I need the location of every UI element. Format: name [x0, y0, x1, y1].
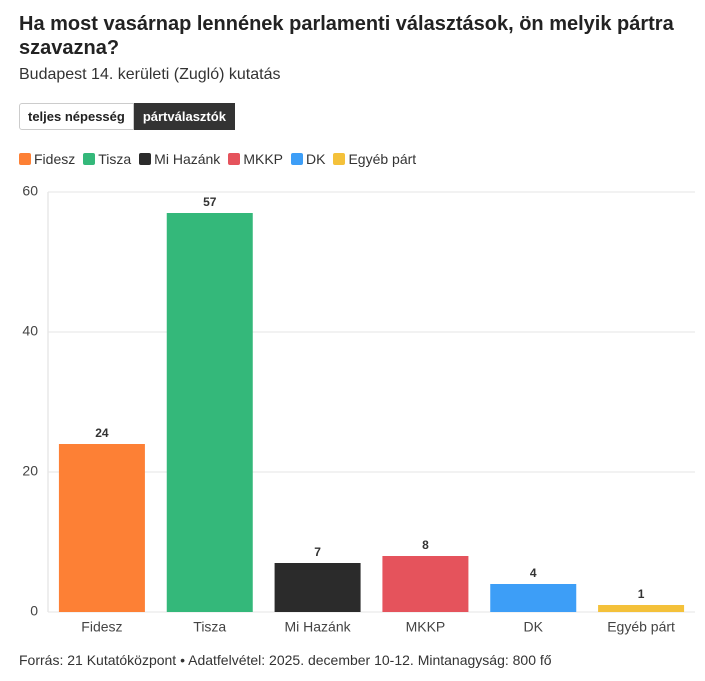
legend-item[interactable]: DK — [291, 151, 325, 167]
x-tick-label: Tisza — [193, 619, 226, 635]
legend: Fidesz Tisza Mi Hazánk MKKP DK Egyéb párt — [19, 151, 416, 167]
legend-item[interactable]: MKKP — [228, 151, 283, 167]
legend-swatch — [291, 153, 303, 165]
value-label: 24 — [95, 426, 109, 440]
legend-swatch — [333, 153, 346, 165]
chart-subtitle: Budapest 14. kerületi (Zugló) kutatás — [19, 66, 281, 83]
legend-swatch — [139, 153, 152, 165]
value-label: 57 — [203, 195, 217, 209]
x-tick-label: Egyéb párt — [607, 619, 675, 635]
toggle-button[interactable]: pártválasztók — [133, 103, 235, 130]
value-label: 1 — [638, 587, 645, 601]
y-tick-label: 20 — [22, 463, 38, 479]
legend-swatch — [19, 153, 31, 165]
x-tick-label: Mi Hazánk — [285, 619, 352, 635]
legend-swatch — [228, 153, 241, 165]
y-tick-label: 0 — [30, 603, 38, 619]
toggle: teljes népesség pártválasztók — [19, 103, 235, 130]
chart-title: Ha most vasárnap lennének parlamenti vál… — [19, 13, 674, 59]
bar — [382, 556, 469, 612]
legend-label: DK — [306, 151, 326, 167]
x-tick-label: MKKP — [406, 619, 446, 635]
x-tick-label: Fidesz — [81, 619, 122, 635]
value-label: 8 — [422, 538, 429, 552]
y-tick-label: 40 — [22, 323, 38, 339]
legend-label: Fidesz — [34, 151, 76, 167]
legend-label: Tisza — [98, 151, 132, 167]
legend-item[interactable]: Egyéb párt — [333, 151, 416, 167]
source-note: Forrás: 21 Kutatóközpont • Adatfelvétel:… — [19, 652, 552, 668]
bar — [490, 584, 577, 612]
legend-label: Egyéb párt — [348, 151, 417, 167]
legend-swatch — [83, 153, 96, 165]
legend-item[interactable]: Tisza — [83, 151, 131, 167]
x-tick-label: DK — [524, 619, 544, 635]
bar — [274, 563, 361, 612]
legend-item[interactable]: Mi Hazánk — [139, 151, 220, 167]
value-label: 4 — [530, 566, 537, 580]
bar — [166, 213, 253, 612]
legend-label: Mi Hazánk — [154, 151, 221, 167]
legend-item[interactable]: Fidesz — [19, 151, 75, 167]
legend-label: MKKP — [243, 151, 283, 167]
bar — [58, 444, 145, 612]
y-tick-label: 60 — [22, 183, 38, 199]
toggle-button[interactable]: teljes népesség — [19, 103, 134, 130]
bar — [598, 605, 685, 612]
value-label: 7 — [314, 545, 321, 559]
